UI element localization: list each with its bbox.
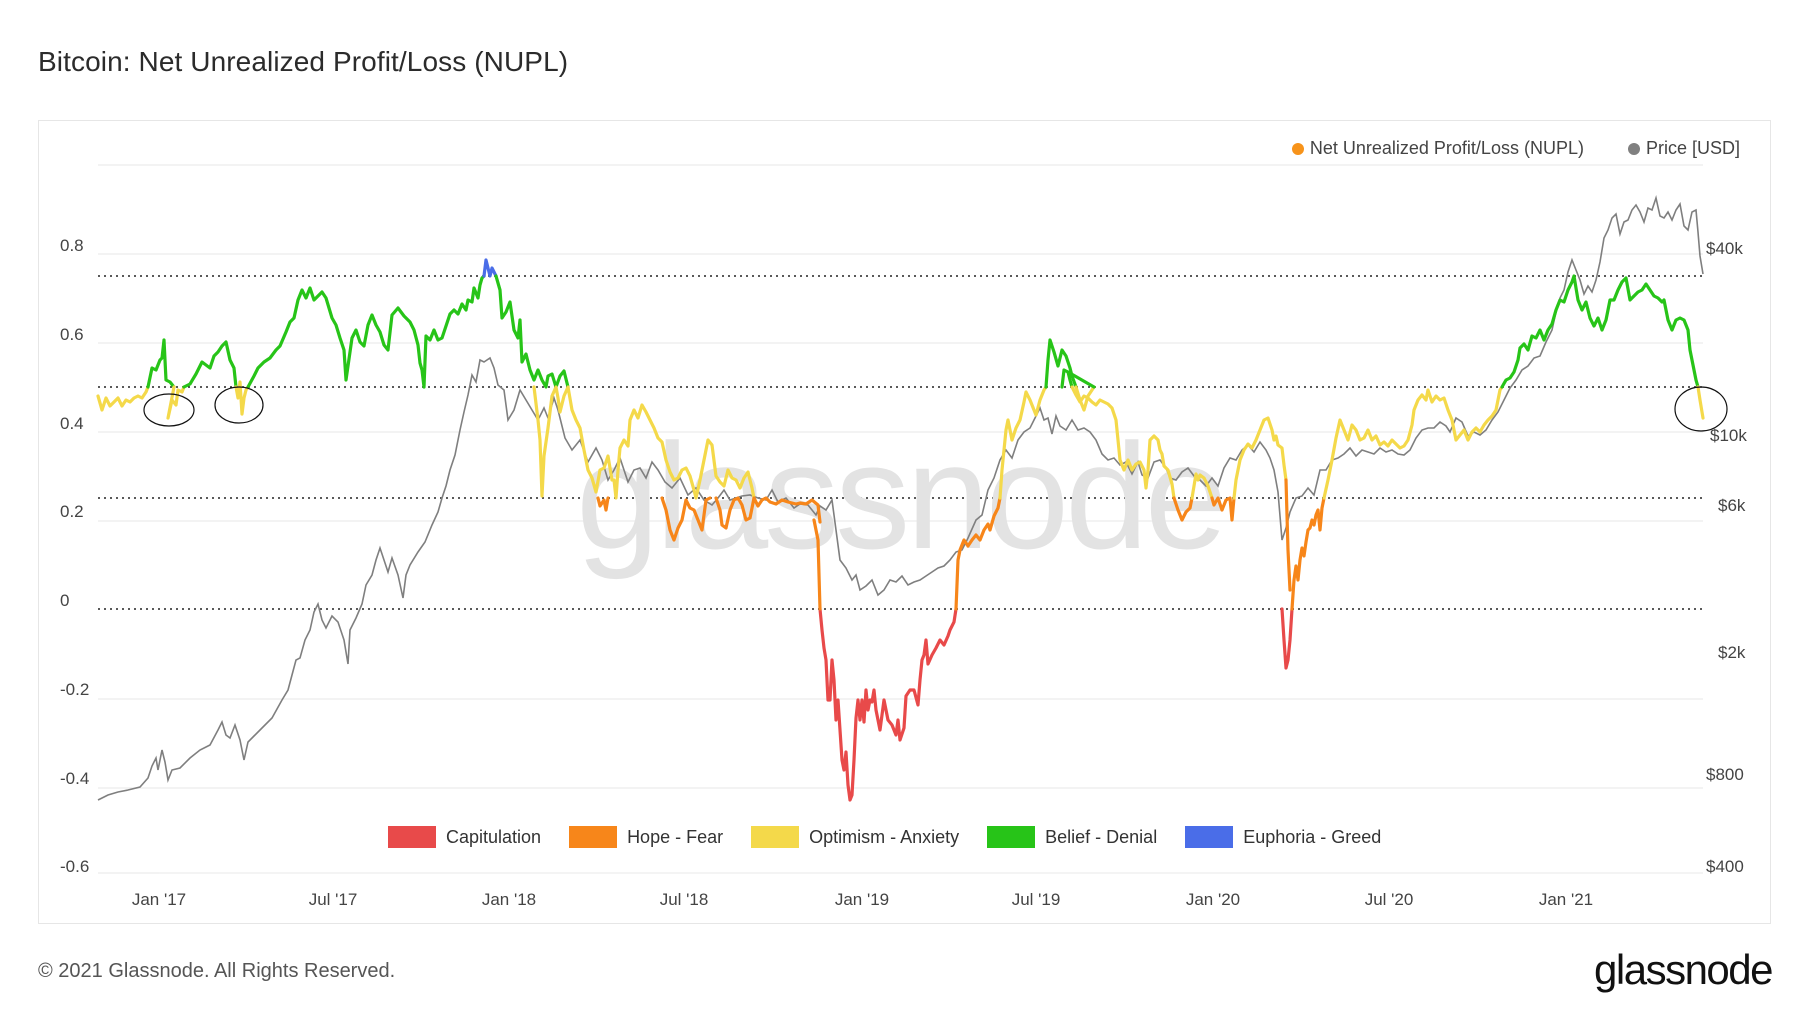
watermark: glassnode — [576, 412, 1224, 580]
legend-bottom: Capitulation Hope - Fear Optimism - Anxi… — [388, 826, 1381, 848]
y-right-tick: $40k — [1706, 239, 1743, 258]
nupl-legend-dot-icon — [1291, 142, 1304, 155]
x-tick: Jan '21 — [1538, 890, 1594, 909]
chart-title: Bitcoin: Net Unrealized Profit/Loss (NUP… — [38, 46, 569, 77]
capitulation-swatch-icon — [388, 826, 436, 848]
legend-label: Capitulation — [446, 826, 542, 847]
hope-fear-swatch-icon — [569, 826, 618, 848]
legend-item-nupl[interactable]: Net Unrealized Profit/Loss (NUPL) — [1291, 138, 1584, 159]
y-right-tick: $2k — [1718, 643, 1746, 662]
x-tick: Jan '20 — [1185, 890, 1241, 909]
x-tick: Jul '19 — [1011, 890, 1061, 909]
chart-frame — [38, 120, 1771, 924]
x-tick: Jan '17 — [131, 890, 187, 909]
legend-item-price[interactable]: Price [USD] — [1627, 138, 1740, 159]
legend-label: Euphoria - Greed — [1243, 826, 1382, 847]
y-right-tick: $6k — [1718, 496, 1746, 515]
y-left-tick: -0.6 — [60, 857, 90, 876]
glassnode-logo[interactable]: glassnode — [1594, 946, 1773, 993]
legend-item-optimism-anxiety[interactable]: Optimism - Anxiety — [751, 826, 959, 848]
copyright-text: © 2021 Glassnode. All Rights Reserved. — [38, 960, 396, 982]
legend-item-hope-fear[interactable]: Hope - Fear — [569, 826, 723, 848]
y-right-tick: $800 — [1706, 765, 1744, 784]
nupl-line — [96, 258, 1705, 802]
legend-top: Net Unrealized Profit/Loss (NUPL) Price … — [1291, 138, 1740, 159]
x-tick: Jul '17 — [308, 890, 358, 909]
annotation-circles — [143, 386, 1728, 432]
legend-item-euphoria-greed[interactable]: Euphoria - Greed — [1185, 826, 1381, 848]
y-right-tick: $10k — [1710, 426, 1747, 445]
legend-label: Optimism - Anxiety — [809, 826, 960, 847]
y-left-tick: -0.4 — [60, 769, 90, 788]
legend-item-belief-denial[interactable]: Belief - Denial — [987, 826, 1157, 848]
belief-denial-swatch-icon — [987, 826, 1036, 848]
y-right-tick: $400 — [1706, 857, 1744, 876]
price-legend-dot-icon — [1627, 142, 1640, 155]
y-left-tick: 0.2 — [60, 502, 84, 521]
price-line — [97, 195, 1704, 801]
legend-label: Price [USD] — [1645, 138, 1740, 158]
x-tick: Jul '18 — [659, 890, 709, 909]
y-left-tick: 0 — [60, 591, 70, 610]
legend-label: Net Unrealized Profit/Loss (NUPL) — [1309, 138, 1584, 158]
y-left-tick: 0.4 — [60, 414, 84, 433]
legend-item-capitulation[interactable]: Capitulation — [388, 826, 541, 848]
legend-label: Belief - Denial — [1045, 826, 1158, 847]
optimism-anxiety-swatch-icon — [751, 826, 800, 848]
x-tick: Jul '20 — [1364, 890, 1414, 909]
x-tick: Jan '18 — [481, 890, 537, 909]
y-left-tick: 0.8 — [60, 236, 84, 255]
y-left-tick: 0.6 — [60, 325, 84, 344]
legend-label: Hope - Fear — [627, 826, 724, 847]
y-left-tick: -0.2 — [60, 680, 90, 699]
x-tick: Jan '19 — [834, 890, 890, 909]
gridlines — [98, 164, 1703, 874]
euphoria-greed-swatch-icon — [1185, 826, 1234, 848]
